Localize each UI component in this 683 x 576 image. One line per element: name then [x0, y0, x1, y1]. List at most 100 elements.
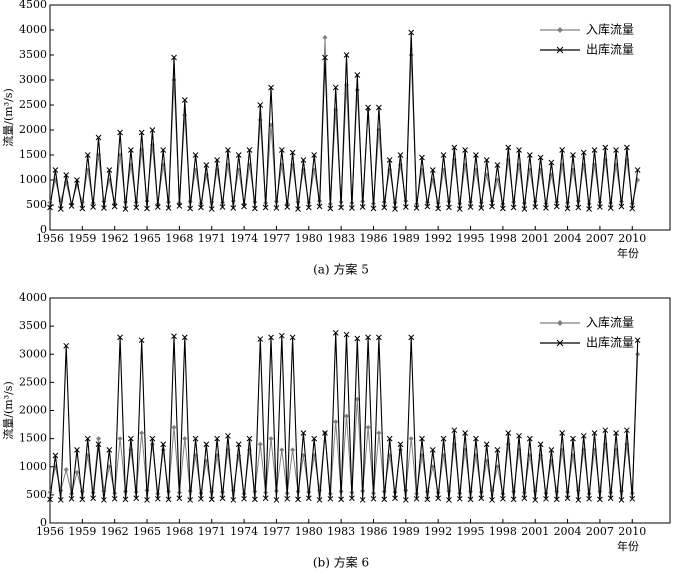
marker [95, 441, 102, 448]
marker [440, 152, 447, 158]
marker [208, 206, 215, 212]
marker [198, 204, 204, 211]
marker [128, 435, 134, 442]
marker [246, 147, 253, 153]
marker [165, 205, 172, 211]
marker [564, 205, 571, 212]
marker [343, 52, 350, 58]
x-tick-label: 1998 [489, 232, 517, 245]
marker [90, 495, 96, 502]
marker [160, 147, 167, 153]
legend-marker [557, 320, 563, 326]
marker [74, 447, 80, 453]
x-tick-label: 2004 [554, 525, 582, 538]
x-tick-label: 1977 [262, 232, 290, 245]
x-tick-label: 1989 [392, 525, 420, 538]
marker [111, 495, 118, 502]
marker [419, 154, 425, 161]
marker [279, 447, 285, 453]
marker [408, 29, 415, 36]
marker [392, 206, 398, 212]
marker [122, 206, 129, 212]
marker [553, 203, 560, 210]
marker [467, 496, 474, 503]
marker [354, 72, 361, 78]
marker [101, 488, 107, 494]
marker [537, 154, 544, 161]
marker [117, 334, 123, 341]
marker [182, 112, 188, 118]
marker [575, 497, 582, 503]
marker [413, 205, 420, 211]
marker [52, 452, 59, 459]
marker [402, 497, 409, 503]
marker [171, 333, 177, 340]
marker [548, 447, 555, 453]
marker [462, 147, 468, 153]
marker [268, 84, 274, 91]
marker [613, 147, 619, 153]
y-tick-label: 0 [40, 223, 47, 236]
marker [381, 204, 388, 211]
x-tick-label: 1983 [327, 232, 355, 245]
marker [47, 204, 53, 211]
x-tick-label: 1986 [359, 525, 387, 538]
x-tick-label: 1971 [198, 232, 226, 245]
marker [580, 432, 587, 439]
x-tick-label: 1962 [101, 525, 129, 538]
marker [252, 496, 258, 503]
marker [160, 441, 167, 448]
marker [483, 157, 490, 163]
marker [376, 430, 382, 436]
marker [68, 495, 75, 502]
marker [176, 495, 183, 502]
marker [559, 147, 566, 153]
marker [252, 205, 258, 212]
y-tick-label: 3500 [19, 319, 47, 332]
marker [516, 432, 522, 439]
marker [591, 147, 598, 153]
marker [359, 497, 366, 503]
marker [429, 447, 436, 453]
marker [419, 435, 425, 442]
marker [235, 152, 242, 158]
marker [543, 495, 549, 502]
marker [214, 435, 220, 442]
marker [57, 497, 64, 503]
y-tick-label: 1500 [19, 148, 47, 161]
marker [500, 205, 506, 212]
marker [397, 441, 404, 448]
marker [559, 430, 566, 436]
marker [257, 441, 263, 447]
marker [489, 497, 495, 503]
y-tick-label: 1000 [19, 460, 47, 473]
marker [575, 487, 581, 493]
marker [376, 104, 382, 111]
marker [607, 205, 614, 211]
marker [84, 435, 91, 442]
marker [144, 497, 150, 503]
x-tick-label: 2001 [521, 525, 549, 538]
legend-marker [556, 46, 564, 54]
x-tick-label: 1974 [230, 525, 258, 538]
marker [128, 147, 134, 153]
x-tick-label: 1968 [165, 232, 193, 245]
x-tick-label: 2001 [521, 232, 549, 245]
series-line [49, 354, 639, 494]
x-tick-label: 2010 [618, 232, 646, 245]
x-tick-label: 1983 [327, 525, 355, 538]
x-tick-label: 2007 [586, 525, 614, 538]
marker [451, 427, 458, 434]
x-axis-label: 年份 [617, 539, 639, 553]
marker [273, 497, 280, 503]
marker [473, 152, 479, 158]
y-tick-label: 4000 [19, 23, 47, 36]
marker [505, 430, 512, 436]
marker [290, 447, 296, 453]
marker [257, 336, 264, 342]
marker [624, 144, 630, 151]
marker [429, 167, 436, 173]
marker [225, 147, 231, 153]
legend-label: 出库流量 [586, 335, 634, 350]
